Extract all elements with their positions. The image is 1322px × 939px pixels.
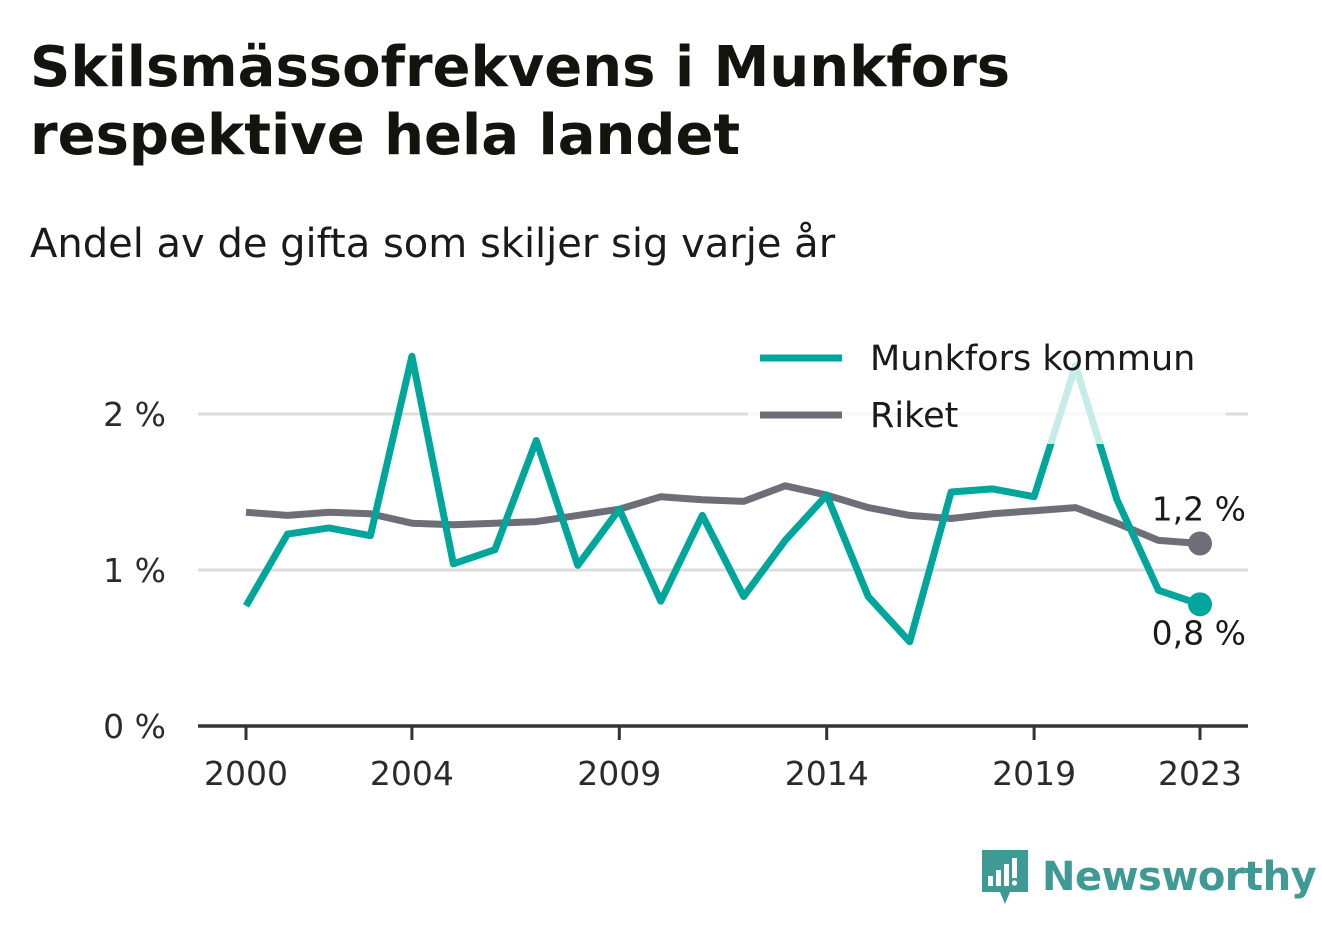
x-axis: 2000 2004 2009 2014 2019 2023 (198, 724, 1248, 793)
chart-subtitle: Andel av de gifta som skiljer sig varje … (30, 221, 836, 267)
y-tick-label: 0 % (103, 707, 166, 746)
brand-name: Newsworthy (1042, 854, 1317, 900)
y-tick-label: 1 % (103, 551, 166, 590)
brand-logo: Newsworthy (980, 846, 1317, 908)
x-tick-label: 2004 (370, 754, 454, 793)
x-tick-label: 2019 (992, 754, 1076, 793)
newsworthy-logo-icon (982, 850, 1028, 904)
x-tick-label: 2023 (1158, 754, 1242, 793)
legend-label: Riket (870, 396, 958, 436)
end-value-label: 1,2 % (1152, 489, 1246, 528)
legend-label: Munkfors kommun (870, 339, 1195, 379)
x-tick-label: 2014 (785, 754, 869, 793)
legend: Munkfors kommun Riket (748, 332, 1226, 444)
x-tick-label: 2000 (204, 754, 288, 793)
end-points: 0,8 % 1,2 % (1152, 489, 1246, 652)
series-line-munkfors-kommun (242, 352, 1202, 646)
y-tick-label: 2 % (103, 395, 166, 434)
end-point-marker (1188, 592, 1212, 617)
chart-title: Skilsmässofrekvens i Munkfors respektive… (30, 35, 1011, 168)
end-point-marker (1188, 531, 1212, 556)
end-value-label: 0,8 % (1152, 613, 1246, 652)
legend-background (748, 332, 1226, 444)
series-lines (242, 352, 1202, 646)
gridlines: 0 % 1 % 2 % (103, 395, 1248, 746)
x-tick-label: 2009 (577, 754, 661, 793)
series-line-riket (245, 482, 1201, 547)
